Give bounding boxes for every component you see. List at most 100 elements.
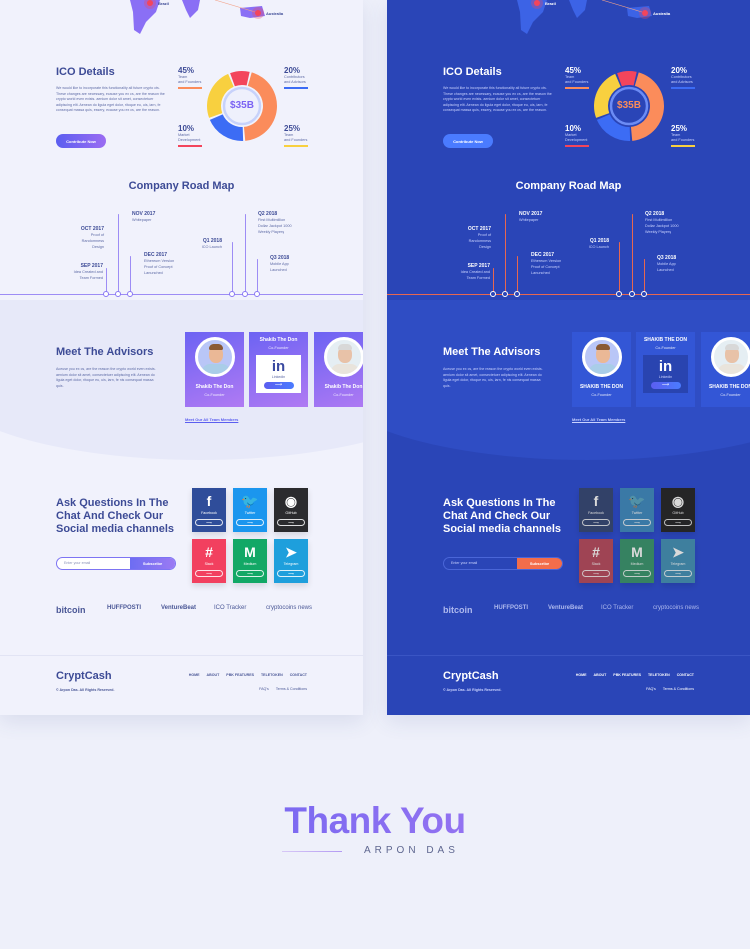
medium-icon: M — [244, 544, 256, 560]
press-logo: bitcoin — [56, 605, 86, 615]
milestone-date: DEC 2017 — [144, 252, 168, 258]
milestone-date: Q3 2018 — [270, 255, 290, 261]
footer-nav: HOME ABOUT PBK FEATURES TELETOKEN CONTACT — [576, 673, 694, 677]
social-card-medium[interactable]: M Medium ⟶ — [620, 539, 654, 583]
allocation-percent: 45% — [178, 66, 195, 75]
social-go-button[interactable]: ⟶ — [236, 570, 264, 577]
social-go-button[interactable]: ⟶ — [582, 519, 610, 526]
footer-nav-link[interactable]: HOME — [575, 673, 587, 677]
milestone-description: Dollar Jackpot 1000 — [645, 224, 679, 228]
donut-center — [222, 86, 262, 126]
team-members-link[interactable]: Meet Our All Team Members — [572, 417, 626, 422]
location-marker-icon — [147, 0, 153, 6]
email-input[interactable]: Enter your email — [451, 561, 478, 565]
contact-title: Ask Questions In The Chat And Check Our … — [56, 497, 174, 535]
roadmap-milestone: SEP 2017 Idea Created and Team Formed — [461, 263, 490, 281]
roadmap-milestone: OCT 2017 Proof of Randomness Design — [81, 226, 104, 250]
social-go-button[interactable]: ⟶ — [277, 519, 305, 526]
social-card-medium[interactable]: M Medium ⟶ — [233, 539, 267, 583]
subscribe-button[interactable]: Subscribe — [517, 558, 562, 569]
linkedin-icon: in — [658, 358, 673, 375]
timeline-connector — [106, 268, 107, 294]
allocation-color-bar — [565, 145, 589, 147]
social-go-button[interactable]: ⟶ — [623, 570, 651, 577]
milestone-description: Idea Created and — [73, 270, 103, 274]
social-label: Facebook — [588, 511, 604, 515]
milestone-description: Lanunched — [531, 271, 550, 275]
roadmap-milestone: Q3 2018 Mobile App Launched — [270, 255, 289, 273]
roadmap-milestone: Q3 2018 Mobile App Launched — [657, 255, 676, 273]
advisor-card[interactable]: Shakib The Don Co-Founder — [314, 332, 363, 407]
advisor-card[interactable]: Shakib The Don Co-Founder — [185, 332, 244, 407]
team-members-link[interactable]: Meet Our All Team Members — [185, 417, 239, 422]
social-card-slack[interactable]: # Slack ⟶ — [579, 539, 613, 583]
advisor-role: Co-Founder — [655, 346, 676, 350]
social-go-button[interactable]: ⟶ — [582, 570, 610, 577]
advisors-title: Meet The Advisors — [443, 346, 541, 358]
allocation-label: and Advisors — [284, 80, 306, 84]
milestone-date: SEP 2017 — [80, 263, 103, 269]
advisor-card[interactable]: SHAKIB THE DON Co-Founder — [572, 332, 631, 407]
footer-nav-link[interactable]: TELETOKEN — [647, 673, 670, 677]
footer-link[interactable]: FAQ's — [646, 687, 656, 691]
social-card-telegram[interactable]: ➤ Telegram ⟶ — [274, 539, 308, 583]
footer-nav-link[interactable]: ABOUT — [593, 673, 607, 677]
footer-nav-link[interactable]: HOME — [188, 673, 200, 677]
timeline-line — [0, 294, 363, 295]
social-go-button[interactable]: ⟶ — [195, 570, 223, 577]
social-card-slack[interactable]: # Slack ⟶ — [192, 539, 226, 583]
world-map: Brazil Australia — [0, 0, 363, 36]
email-input[interactable]: Enter your email — [64, 561, 91, 565]
social-card-github[interactable]: ◉ GitHub ⟶ — [661, 488, 695, 532]
press-logo: VentureBeat — [548, 605, 584, 611]
allocation-label: and Advisors — [671, 80, 693, 84]
allocation-label: Contributors — [284, 75, 305, 79]
contribute-button[interactable]: Contribute Now — [443, 134, 493, 148]
footer-nav-link[interactable]: CONTACT — [289, 673, 307, 677]
footer-link[interactable]: FAQ's — [259, 687, 269, 691]
social-card-facebook[interactable]: f Facebook ⟶ — [579, 488, 613, 532]
advisors-title: Meet The Advisors — [56, 346, 154, 358]
social-card-telegram[interactable]: ➤ Telegram ⟶ — [661, 539, 695, 583]
advisor-role: Co-Founder — [720, 393, 741, 397]
milestone-date: Q1 2018 — [202, 238, 222, 244]
footer-nav-link[interactable]: CONTACT — [676, 673, 694, 677]
linkedin-button[interactable]: ⟶ — [263, 382, 294, 389]
social-label: Telegram — [670, 562, 686, 566]
allocation-legend-item: 25% Team and Founders — [671, 124, 695, 147]
footer-link[interactable]: Terms & Conditions — [275, 687, 307, 691]
map-marker-label: Brazil — [545, 1, 556, 6]
allocation-percent: 20% — [284, 66, 301, 75]
press-logo: ICO Tracker — [214, 605, 247, 611]
social-card-github[interactable]: ◉ GitHub ⟶ — [274, 488, 308, 532]
advisor-card[interactable]: Shakib The Don Co-Founder in Linkedin ⟶ — [249, 332, 308, 407]
footer-nav-link[interactable]: ABOUT — [206, 673, 220, 677]
social-go-button[interactable]: ⟶ — [236, 519, 264, 526]
subscribe-button[interactable]: Subscribe — [130, 558, 175, 569]
footer-nav-link[interactable]: PBK FEATURES — [226, 673, 254, 677]
social-card-facebook[interactable]: f Facebook ⟶ — [192, 488, 226, 532]
social-go-button[interactable]: ⟶ — [277, 570, 305, 577]
social-go-button[interactable]: ⟶ — [623, 519, 651, 526]
roadmap-milestone: Q1 2018 ICO Launch — [589, 238, 609, 250]
social-go-button[interactable]: ⟶ — [664, 519, 692, 526]
timeline-connector — [517, 256, 518, 294]
linkedin-label: Linkedin — [658, 375, 673, 379]
roadmap-milestone: NOV 2017 Whitepaper — [132, 211, 155, 223]
footer-nav-link[interactable]: TELETOKEN — [260, 673, 283, 677]
footer-nav-link[interactable]: PBK FEATURES — [613, 673, 641, 677]
advisor-card[interactable]: SHAKIB THE DON Co-Founder in Linkedin ⟶ — [636, 332, 695, 407]
timeline-connector — [245, 214, 246, 294]
linkedin-button[interactable]: ⟶ — [650, 382, 681, 389]
footer-link[interactable]: Terms & Conditions — [662, 687, 694, 691]
allocation-label: Market — [178, 133, 190, 137]
social-card-twitter[interactable]: 🐦 Twitter ⟶ — [233, 488, 267, 532]
contribute-button[interactable]: Contribute Now — [56, 134, 106, 148]
footer-divider — [387, 655, 750, 656]
advisor-card[interactable]: SHAKIB THE DON Co-Founder — [701, 332, 750, 407]
social-go-button[interactable]: ⟶ — [195, 519, 223, 526]
timeline-connector — [130, 256, 131, 294]
social-go-button[interactable]: ⟶ — [664, 570, 692, 577]
advisor-role: Co-Founder — [268, 346, 289, 350]
social-card-twitter[interactable]: 🐦 Twitter ⟶ — [620, 488, 654, 532]
